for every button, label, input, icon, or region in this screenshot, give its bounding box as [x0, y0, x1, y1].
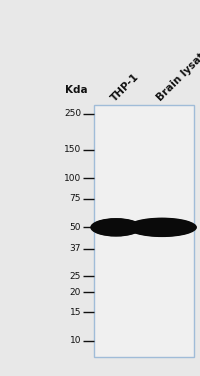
Ellipse shape — [143, 222, 181, 233]
Ellipse shape — [129, 218, 195, 237]
Text: 250: 250 — [64, 109, 81, 118]
Text: Kda: Kda — [65, 85, 87, 95]
Text: 25: 25 — [70, 272, 81, 281]
Text: 100: 100 — [64, 174, 81, 183]
Text: 150: 150 — [64, 145, 81, 154]
Ellipse shape — [92, 219, 140, 236]
Text: 50: 50 — [70, 223, 81, 232]
FancyBboxPatch shape — [94, 105, 194, 357]
Ellipse shape — [132, 219, 192, 236]
Ellipse shape — [102, 222, 130, 232]
Text: 75: 75 — [70, 194, 81, 203]
Ellipse shape — [127, 218, 197, 237]
Ellipse shape — [97, 220, 135, 234]
Text: 10: 10 — [70, 337, 81, 346]
Text: 37: 37 — [70, 244, 81, 253]
Ellipse shape — [94, 219, 138, 235]
Text: 15: 15 — [70, 308, 81, 317]
Ellipse shape — [136, 220, 188, 235]
Text: THP-1: THP-1 — [109, 71, 141, 103]
Ellipse shape — [128, 218, 196, 237]
Text: 20: 20 — [70, 288, 81, 297]
Ellipse shape — [91, 218, 141, 236]
Text: Brain lysate: Brain lysate — [155, 46, 200, 103]
Ellipse shape — [90, 218, 142, 237]
